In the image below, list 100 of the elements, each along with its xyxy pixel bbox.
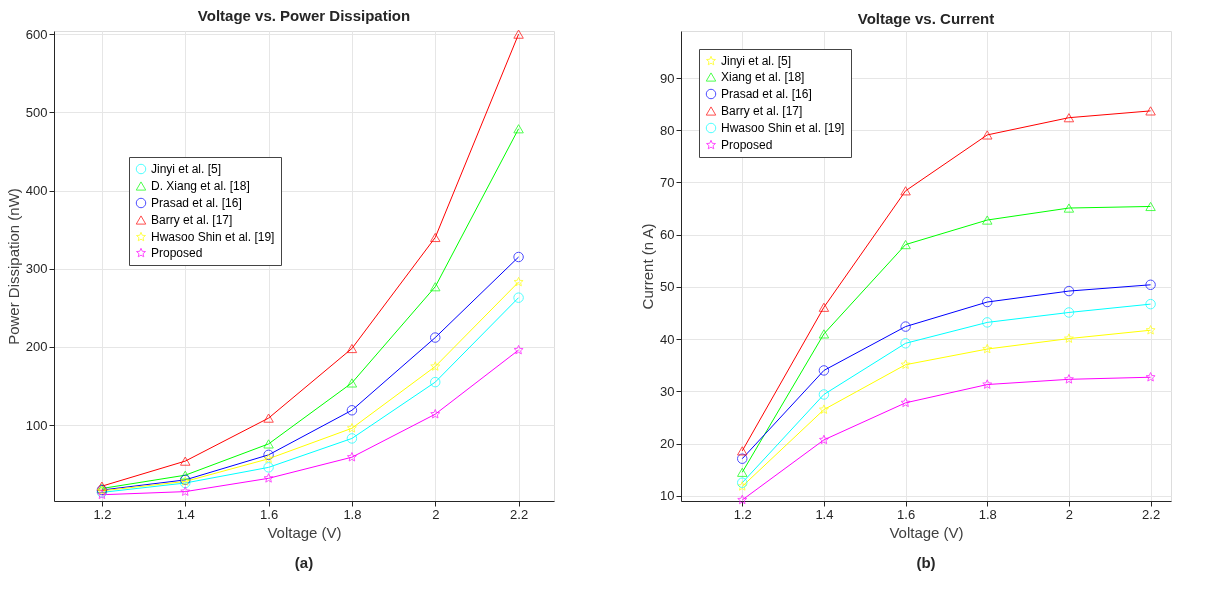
legend-label: Hwasoo Shin et al. [19] [721,121,845,135]
point [430,376,441,388]
y-tick-label: 300 [25,261,48,277]
y-tick-label: 70 [660,174,675,190]
x-tick-label: 2.2 [510,506,529,522]
point [900,338,911,349]
point [263,439,274,449]
point [180,486,191,496]
point [818,434,829,445]
point [1063,333,1074,343]
point [1145,371,1156,382]
x-tick-label: 1.6 [260,506,279,522]
y-tick-label: 10 [660,488,675,504]
point [346,423,357,433]
point [737,481,748,491]
x-tick-label: 1.2 [733,506,752,522]
y-tick-label: 90 [660,70,675,86]
y-tick-label: 400 [25,183,48,199]
point [900,186,911,196]
point [430,332,441,343]
point [982,343,993,354]
legend-label: Prasad et al. [16] [721,87,812,101]
point [513,276,524,287]
point [818,389,830,400]
point [818,365,830,376]
y-tick-label: 100 [25,417,48,433]
point [1145,279,1156,291]
point [346,405,358,416]
point [1063,374,1074,384]
point [513,292,524,303]
point [263,462,274,473]
legend-label: Jinyi et al. [5] [151,162,222,176]
y-axis-title: Power Dissipation (nW) [4,188,22,345]
point [346,378,358,388]
x-tick-label: 1.8 [978,506,997,522]
legend-label: Proposed [721,138,773,152]
point [513,124,524,134]
point [263,449,274,461]
x-tick-label: 1.6 [897,506,916,522]
x-tick-label: 2.2 [1142,506,1161,522]
point [1145,106,1156,116]
x-tick-label: 1.4 [815,506,834,522]
x-tick-label: 1.2 [93,506,112,522]
x-tick-label: 2 [1065,506,1074,522]
point [900,239,911,250]
point [263,413,274,423]
y-tick-label: 50 [660,279,675,295]
point [1145,298,1156,310]
chart-title: Voltage vs. Power Dissipation [197,7,411,25]
x-tick-label: 1.4 [176,506,195,522]
point [818,302,830,312]
legend-label: D. Xiang et al. [18] [151,179,250,193]
x-tick-label: 1.8 [343,506,362,522]
point [430,232,441,243]
y-tick-label: 40 [660,331,675,347]
point [180,456,191,466]
point [737,467,748,477]
y-tick-label: 60 [660,227,675,243]
point [346,433,358,444]
point [1063,307,1075,318]
point [1063,113,1075,123]
y-tick-label: 20 [660,436,675,452]
point [982,130,993,140]
point [430,361,441,371]
legend-label: Barry et al. [17] [721,104,803,118]
point [346,451,357,462]
point [263,453,274,464]
point [818,404,829,414]
x-tick-label: 2 [432,506,440,522]
point [1145,201,1156,212]
legend-label: Xiang et al. [18] [721,70,805,84]
y-axis-title: Current (n A) [639,223,657,310]
point [737,453,748,464]
point [737,477,748,488]
point [982,296,993,308]
point [513,251,524,263]
text: (b) [916,554,936,571]
point [513,344,524,355]
legend-label: Proposed [151,246,203,260]
point [513,29,524,39]
point [180,470,191,480]
point [737,446,748,456]
x-axis-title: Voltage (V) [889,523,964,541]
legend-label: Prasad et al. [16] [151,196,242,210]
point [982,379,993,389]
point [1063,203,1075,213]
point [737,494,748,505]
point [1063,285,1075,297]
legend-label: Jinyi et al. [5] [721,54,792,68]
y-tick-label: 30 [660,383,675,399]
point [1145,324,1156,335]
point [263,473,274,483]
point [430,408,441,419]
point [346,343,358,354]
point [818,329,830,339]
y-tick-label: 80 [660,122,675,138]
y-tick-label: 600 [25,26,48,42]
x-axis-title: Voltage (V) [267,523,342,541]
point [982,215,993,225]
point [900,359,911,370]
